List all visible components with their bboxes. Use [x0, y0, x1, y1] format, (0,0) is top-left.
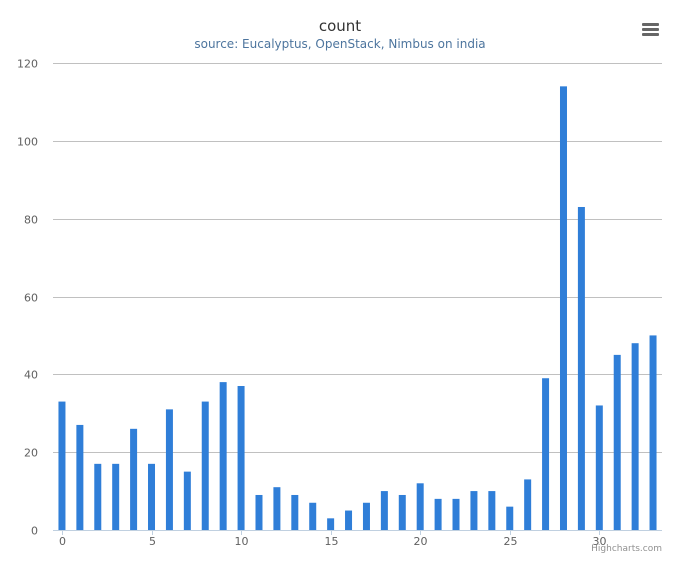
bar[interactable]	[595, 405, 603, 530]
bar[interactable]	[506, 506, 514, 530]
x-tick-label: 30	[593, 535, 607, 548]
y-tick-label: 120	[17, 58, 38, 71]
x-tick-label: 10	[235, 535, 249, 548]
x-tick-label: 15	[325, 535, 339, 548]
bar[interactable]	[273, 487, 281, 530]
gridlines	[53, 63, 662, 453]
y-tick-label: 80	[24, 214, 38, 227]
bar[interactable]	[237, 386, 245, 530]
bar[interactable]	[309, 502, 317, 530]
bar[interactable]	[201, 401, 209, 530]
bar[interactable]	[219, 382, 227, 530]
bar[interactable]	[76, 424, 84, 530]
bar[interactable]	[452, 498, 460, 530]
bar[interactable]	[488, 491, 496, 530]
bar[interactable]	[380, 491, 388, 530]
bar[interactable]	[559, 86, 567, 530]
bar[interactable]	[398, 494, 406, 530]
y-tick-label: 40	[24, 369, 38, 382]
export-menu-button[interactable]	[636, 18, 666, 42]
bar[interactable]	[165, 409, 173, 530]
bar[interactable]	[94, 463, 102, 530]
bar[interactable]	[58, 401, 66, 530]
bar[interactable]	[613, 354, 621, 531]
y-tick-label: 20	[24, 447, 38, 460]
bar[interactable]	[291, 494, 299, 530]
y-tick-label: 100	[17, 136, 38, 149]
chart-title: count	[318, 17, 362, 35]
bar[interactable]	[345, 510, 353, 530]
x-tick-label: 5	[149, 535, 156, 548]
y-tick-label: 0	[31, 525, 38, 538]
x-tick-label: 0	[59, 535, 66, 548]
x-axis: 0 5 10 15 20 25 30	[53, 530, 662, 548]
bar[interactable]	[183, 471, 191, 531]
bar[interactable]	[416, 483, 424, 530]
bar[interactable]	[112, 463, 120, 530]
bar[interactable]	[255, 494, 263, 530]
bar[interactable]	[577, 206, 585, 531]
bar[interactable]	[434, 498, 442, 530]
bar[interactable]	[470, 491, 478, 530]
bar[interactable]	[631, 343, 639, 530]
bar[interactable]	[130, 428, 138, 530]
y-tick-label: 60	[24, 292, 38, 305]
bar[interactable]	[327, 518, 335, 530]
y-axis: 0 20 40 60 80 100 120	[17, 58, 38, 538]
x-tick-label: 20	[414, 535, 428, 548]
credits-link[interactable]: Highcharts.com	[591, 544, 662, 554]
x-tick-label: 25	[504, 535, 518, 548]
bar[interactable]	[524, 479, 532, 530]
bar[interactable]	[148, 463, 156, 530]
bar-series	[58, 86, 657, 531]
bar[interactable]	[362, 502, 370, 530]
chart-subtitle: source: Eucalyptus, OpenStack, Nimbus on…	[194, 37, 486, 51]
bar[interactable]	[649, 335, 657, 530]
bar[interactable]	[542, 378, 550, 530]
